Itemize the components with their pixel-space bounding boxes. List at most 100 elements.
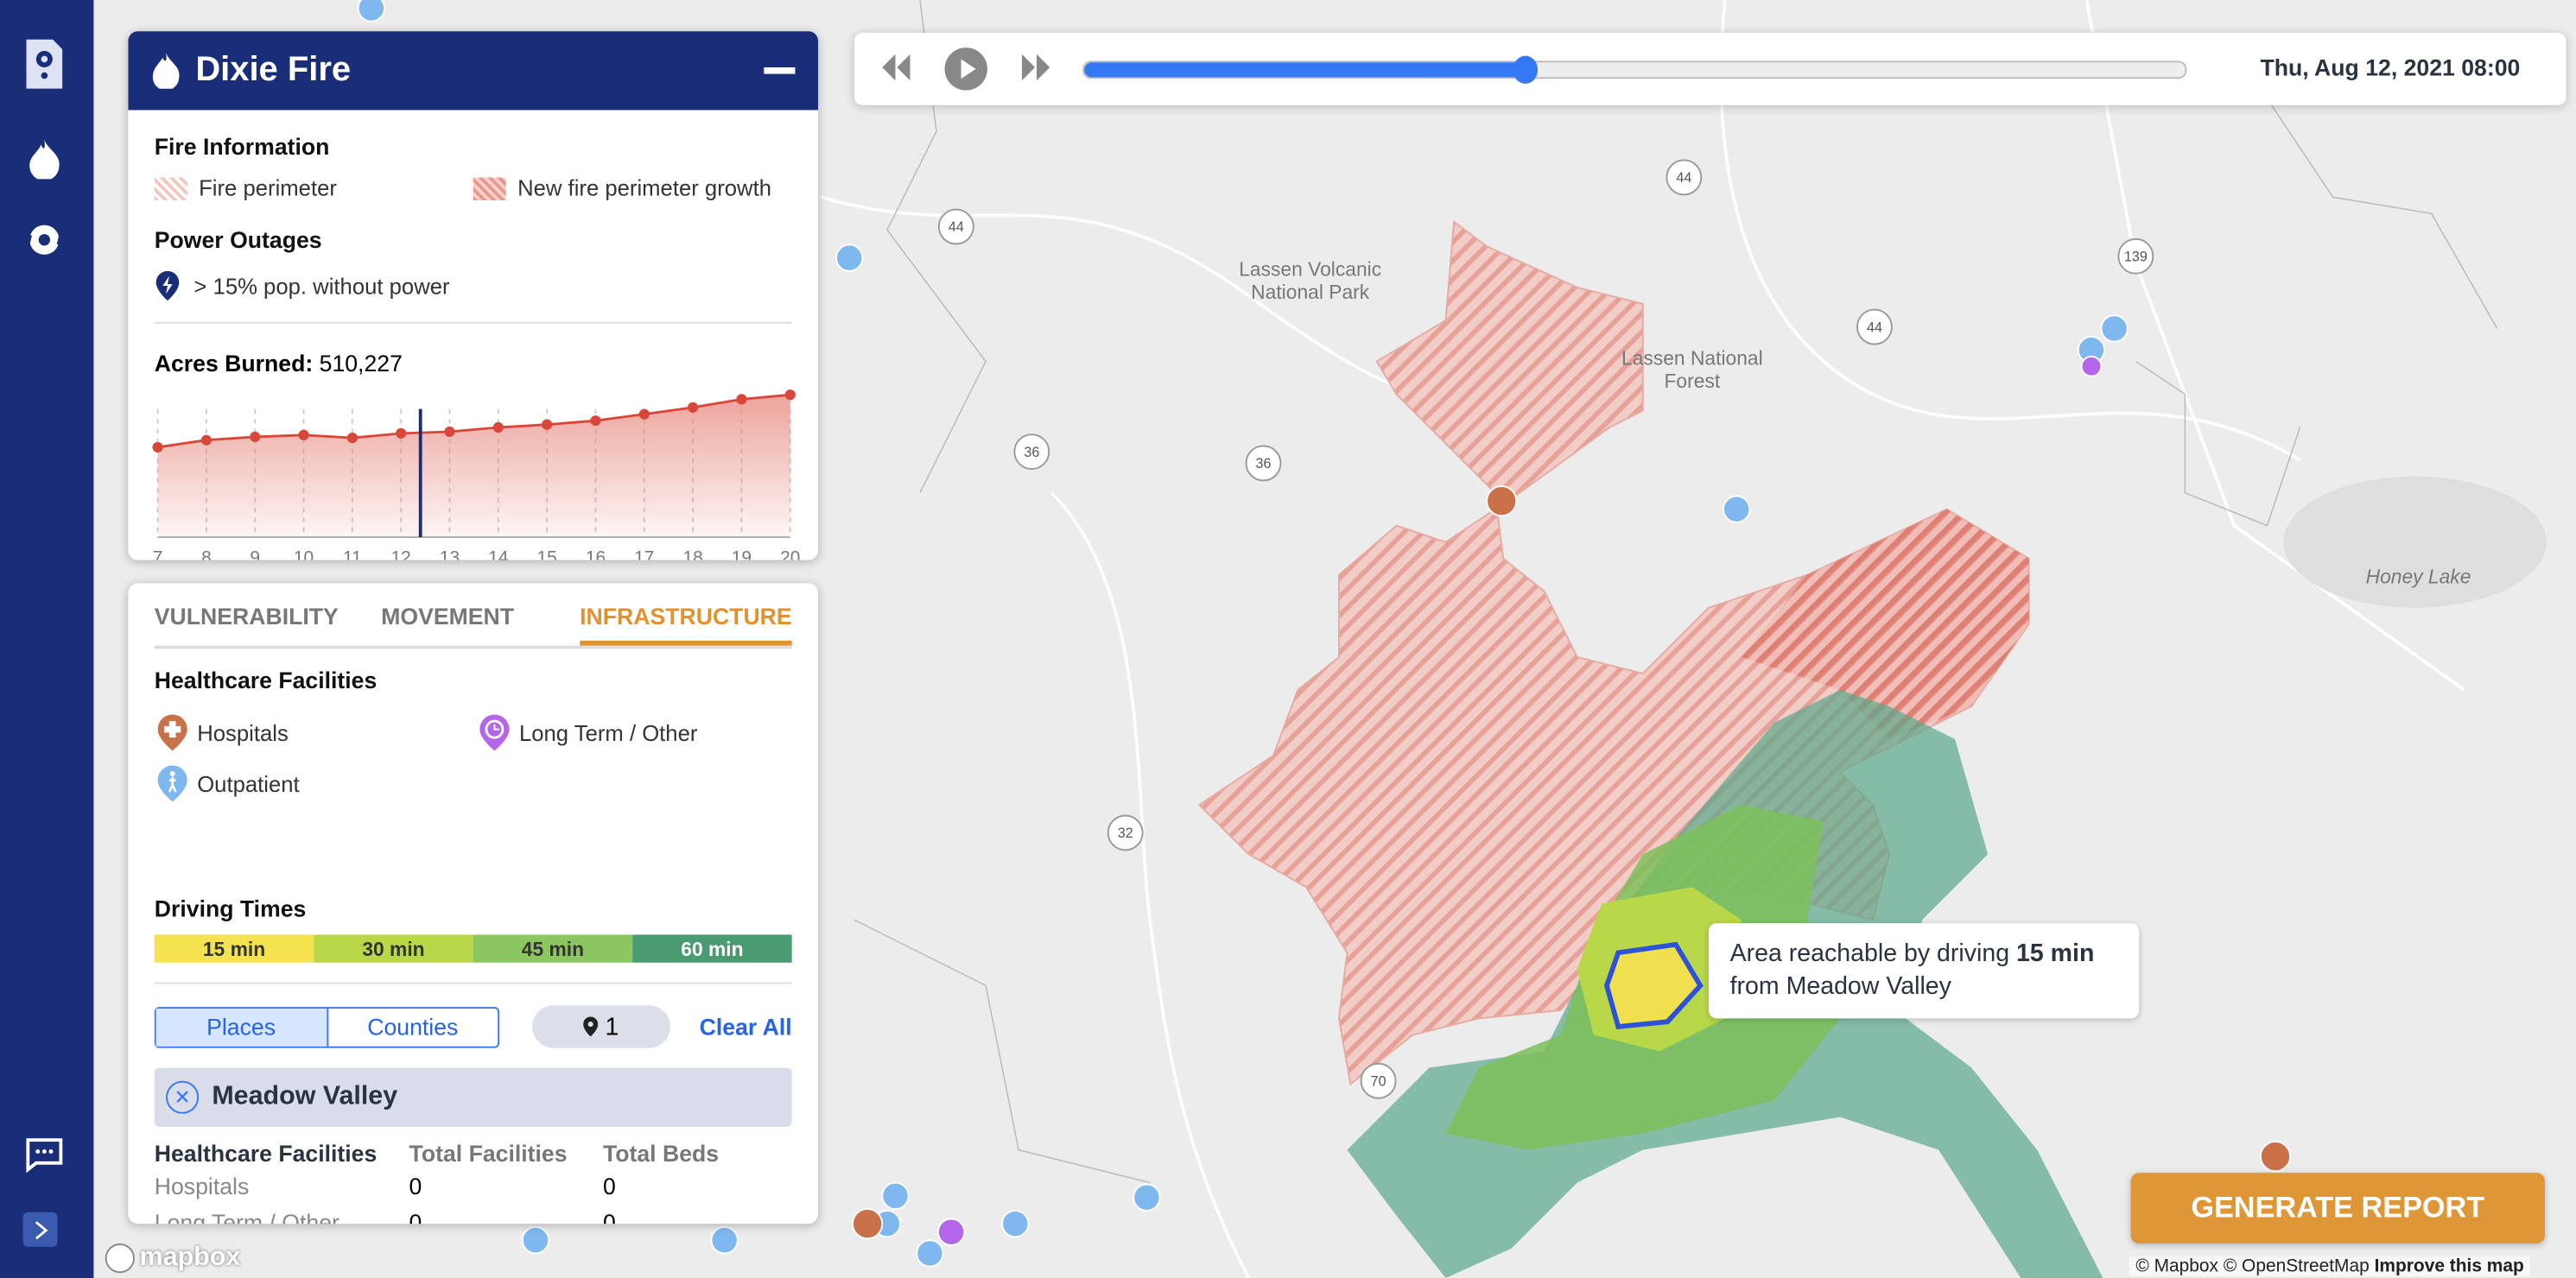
data-point [784,389,796,401]
hurricane-icon[interactable] [20,215,69,264]
tab-bar: VULNERABILITY MOVEMENT INFRASTRUCTURE [154,603,792,649]
x-tick-label: 9 [250,547,260,560]
data-point [200,434,212,446]
data-point [250,431,261,442]
data-point [298,429,309,440]
map-attribution: © Mapbox © OpenStreetMap Improve this ma… [2129,1256,2531,1277]
selected-place-chip: ✕ Meadow Valley [154,1067,792,1127]
legend-long-term: Long Term / Other [518,720,698,745]
improve-map-link[interactable]: Improve this map [2374,1256,2524,1277]
label-lassen-volcanic: Lassen Volcanic National Park [1239,257,1382,304]
drive-15-swatch: 15 min [154,934,314,963]
longterm-marker [936,1218,966,1246]
outpatient-marker [521,1226,550,1255]
data-point [736,394,747,405]
legend-hospitals: Hospitals [197,720,289,745]
minimize-button[interactable] [764,66,796,74]
generate-report-button[interactable]: GENERATE REPORT [2130,1173,2545,1244]
timeline-bar: Thu, Aug 12, 2021 08:00 [853,33,2566,105]
timeline-handle[interactable] [1513,55,1539,85]
osm-attribution-link[interactable]: © OpenStreetMap [2223,1256,2370,1277]
timeline-slider[interactable] [1082,55,2187,85]
outpatient-marker [1133,1183,1161,1212]
data-point [492,421,504,433]
route-shield: 44 [937,208,974,245]
mapbox-logo[interactable]: mapbox [105,1243,240,1274]
timeline-date: Thu, Aug 12, 2021 08:00 [2260,54,2521,81]
fast-forward-button[interactable] [1021,54,1051,81]
fire-panel-header: Dixie Fire [128,31,819,111]
route-shield: 32 [1107,814,1144,851]
route-shield: 44 [1666,159,1703,196]
data-point [444,426,455,438]
data-point [542,419,553,430]
acres-burned: Acres Burned: 510,227 [154,350,403,376]
facilities-table: Healthcare Facilities Total Facilities Tot… [155,1140,779,1224]
x-tick-label: 15 [537,547,557,560]
new-fire-growth [1741,509,2029,740]
col-header: Total Beds [602,1140,720,1167]
series-line [157,393,790,449]
col-header: Total Facilities [409,1140,568,1167]
infrastructure-panel: VULNERABILITY MOVEMENT INFRASTRUCTURE He… [128,583,819,1224]
x-tick-label: 13 [440,547,460,560]
fire-icon[interactable] [20,135,69,184]
driving-tooltip: Area reachable by driving 15 min from Me… [1708,923,2140,1019]
outpatient-marker [2100,314,2129,343]
map-report-icon[interactable] [20,39,69,89]
power-outage-icon [155,270,180,301]
x-tick-label: 7 [153,547,163,560]
outpatient-marker [357,0,385,22]
outpatient-marker [881,1181,910,1211]
selected-place-name: Meadow Valley [212,1082,398,1110]
route-shield: 36 [1245,445,1282,482]
fire-panel: Dixie Fire Fire Information Fire perimet… [128,31,819,560]
longterm-marker [2080,355,2103,377]
remove-place-icon[interactable]: ✕ [166,1080,200,1114]
rewind-button[interactable] [880,54,910,81]
label-honey-lake: Honey Lake [2365,565,2471,589]
x-tick-label: 17 [634,547,654,560]
outpatient-marker [916,1239,944,1268]
acres-chart[interactable]: 7 8 9 10 11 12 13 14 15 16 17 18 19 20 [128,373,818,560]
play-button[interactable] [944,47,987,91]
data-point [638,408,650,420]
data-point [396,427,407,439]
driving-title: Driving Times [154,895,307,922]
drive-30-swatch: 30 min [314,934,473,963]
x-tick-label: 18 [682,547,702,560]
x-tick-label: 12 [391,547,411,560]
chat-icon[interactable] [20,1130,69,1180]
places-toggle[interactable]: Places [155,1008,327,1046]
legend-new-growth: New fire perimeter growth [517,175,772,201]
tab-vulnerability[interactable]: VULNERABILITY [154,603,339,630]
power-legend: > 15% pop. without power [194,273,450,299]
outpatient-marker [710,1226,739,1255]
x-tick-label: 14 [488,547,509,560]
x-tick-label: 11 [343,547,362,560]
fire-perimeter-swatch [154,176,187,200]
timeline-progress [1084,62,1525,78]
outpatient-marker [835,244,864,272]
drive-60-swatch: 60 min [632,934,792,963]
drive-15-area [1603,941,1704,1030]
power-title: Power Outages [154,226,322,253]
selected-count-badge[interactable]: 1 [532,1005,670,1048]
tab-movement[interactable]: MOVEMENT [381,603,515,630]
x-tick-label: 20 [780,547,800,560]
clear-all-link[interactable]: Clear All [699,1013,792,1041]
healthcare-title: Healthcare Facilities [154,667,378,693]
long-term-icon [479,714,510,751]
x-tick-label: 19 [732,547,752,560]
counties-toggle[interactable]: Counties [326,1008,498,1046]
fire-icon [152,52,180,89]
pin-icon [583,1016,599,1037]
route-shield: 70 [1360,1062,1397,1099]
label-lassen-forest: Lassen National Forest [1621,346,1763,393]
fire-info-title: Fire Information [154,133,330,160]
legend-fire-perimeter: Fire perimeter [199,175,337,201]
hospital-marker [2259,1141,2292,1173]
mapbox-attribution-link[interactable]: © Mapbox [2135,1256,2218,1277]
tab-infrastructure[interactable]: INFRASTRUCTURE [580,603,792,646]
expand-chevron-icon[interactable] [22,1212,58,1247]
